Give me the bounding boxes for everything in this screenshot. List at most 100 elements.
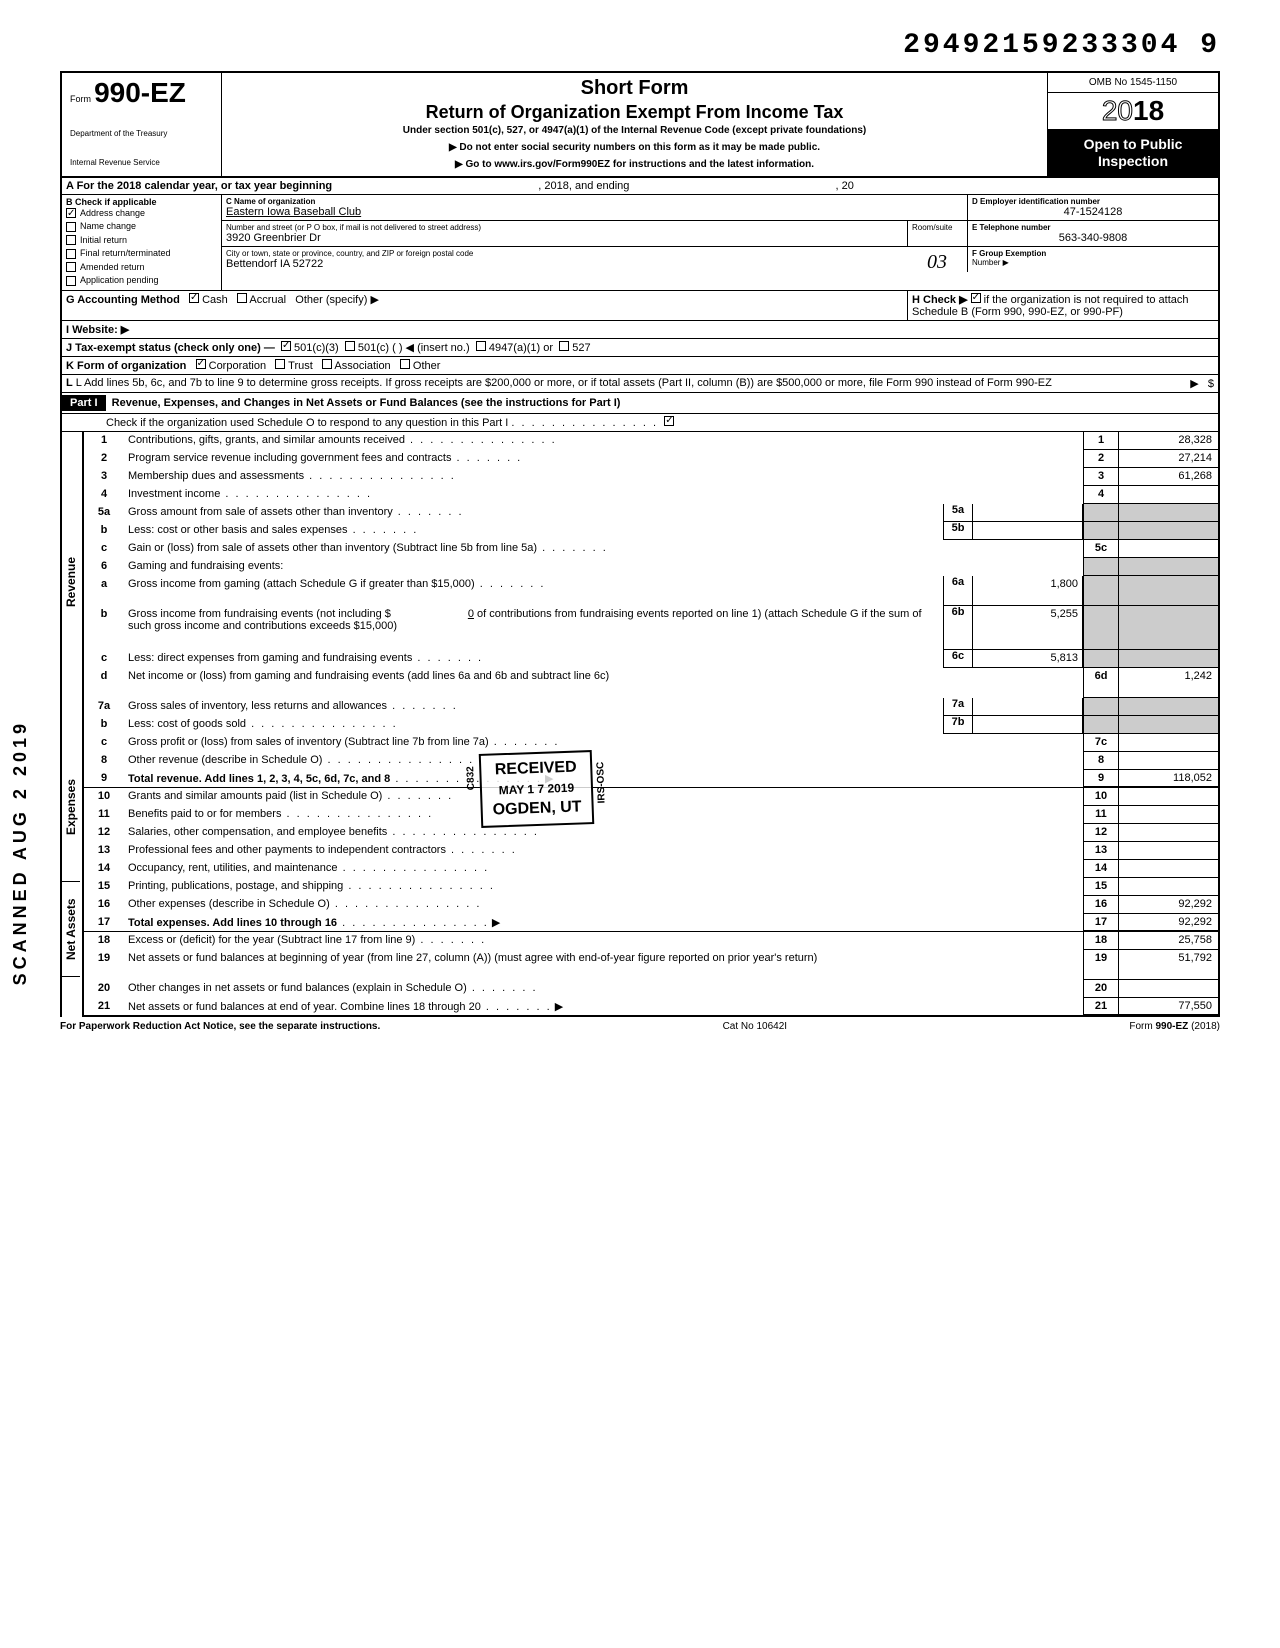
chk-4947[interactable] [476, 341, 486, 351]
l8-box: 8 [1083, 752, 1118, 770]
l7a-mid: 7a [943, 698, 973, 716]
l6b-mid: 6b [943, 606, 973, 650]
chk-cash[interactable] [189, 293, 199, 303]
l12-box: 12 [1083, 824, 1118, 842]
j-o4: 4947(a)(1) or [489, 342, 553, 354]
chk-final-return[interactable] [66, 249, 76, 259]
org-name: Eastern Iowa Baseball Club [226, 206, 963, 218]
revenue-label: Revenue [62, 432, 80, 732]
l12-desc: Salaries, other compensation, and employ… [124, 824, 1083, 842]
chk-trust[interactable] [275, 359, 285, 369]
l5a-desc: Gross amount from sale of assets other t… [124, 504, 943, 522]
k-assoc: Association [334, 360, 390, 372]
l19-num: 19 [84, 950, 124, 980]
chk-amended[interactable] [66, 262, 76, 272]
j-o1: 501(c)(3) [294, 342, 339, 354]
row-a-mid: , 2018, and ending [538, 180, 629, 192]
room-label: Room/suite [912, 223, 963, 232]
l7b-shv [1118, 716, 1218, 734]
l16-desc: Other expenses (describe in Schedule O) [124, 896, 1083, 914]
l5c-box: 5c [1083, 540, 1118, 558]
l6c-num: c [84, 650, 124, 668]
l6c-shv [1118, 650, 1218, 668]
chk-label-0: Address change [80, 207, 145, 221]
l7b-midval [973, 716, 1083, 734]
l16-box: 16 [1083, 896, 1118, 914]
chk-assoc[interactable] [322, 359, 332, 369]
l5a-sh [1083, 504, 1118, 522]
l9-box: 9 [1083, 770, 1118, 787]
l15-val [1118, 878, 1218, 896]
j-o3: ) ◀ (insert no.) [399, 342, 470, 354]
dept-treasury: Department of the Treasury [70, 129, 213, 138]
chk-corp[interactable] [196, 359, 206, 369]
l1-num: 1 [84, 432, 124, 450]
chk-accrual[interactable] [237, 293, 247, 303]
l11-desc: Benefits paid to or for members [124, 806, 1083, 824]
l6a-num: a [84, 576, 124, 606]
l6b-shv [1118, 606, 1218, 650]
street-address: 3920 Greenbrier Dr [226, 232, 903, 244]
l6b-sh [1083, 606, 1118, 650]
chk-initial-return[interactable] [66, 235, 76, 245]
block-d-label: D Employer identification number [972, 197, 1214, 206]
l7c-num: c [84, 734, 124, 752]
l1-desc: Contributions, gifts, grants, and simila… [124, 432, 1083, 450]
cash-label: Cash [202, 294, 228, 306]
l19-val: 51,792 [1118, 950, 1218, 980]
stamp-date: MAY 1 7 2019 [492, 780, 581, 797]
l18-num: 18 [84, 932, 124, 950]
l20-box: 20 [1083, 980, 1118, 998]
chk-label-1: Name change [80, 220, 136, 234]
form-prefix: Form [70, 94, 91, 104]
chk-501c[interactable] [345, 341, 355, 351]
open-to-public: Open to Public Inspection [1048, 130, 1218, 176]
part1-label: Part I [62, 395, 106, 411]
l10-val [1118, 788, 1218, 806]
row-a-section: A For the 2018 calendar year, or tax yea… [60, 178, 1220, 195]
l16-num: 16 [84, 896, 124, 914]
l21-val: 77,550 [1118, 998, 1218, 1015]
arrow-line-1: ▶ Do not enter social security numbers o… [230, 142, 1039, 153]
l6a-shv [1118, 576, 1218, 606]
blank-num [62, 414, 102, 431]
l5b-desc: Less: cost or other basis and sales expe… [124, 522, 943, 540]
main-title: Return of Organization Exempt From Incom… [230, 102, 1039, 123]
l6d-num: d [84, 668, 124, 698]
l15-num: 15 [84, 878, 124, 896]
lines-grid: Revenue Expenses Net Assets 1Contributio… [60, 432, 1220, 1017]
footer: For Paperwork Reduction Act Notice, see … [60, 1017, 1220, 1036]
chk-schedule-o[interactable] [664, 416, 674, 426]
chk-h[interactable] [971, 293, 981, 303]
chk-other[interactable] [400, 359, 410, 369]
chk-527[interactable] [559, 341, 569, 351]
l21-desc: Net assets or fund balances at end of ye… [124, 998, 1083, 1015]
stamp-ogden: OGDEN, UT [492, 798, 581, 819]
l5b-mid: 5b [943, 522, 973, 540]
chk-pending[interactable] [66, 276, 76, 286]
l6d-desc: Net income or (loss) from gaming and fun… [124, 668, 1083, 698]
chk-501c3[interactable] [281, 341, 291, 351]
l21-num: 21 [84, 998, 124, 1015]
l5c-desc: Gain or (loss) from sale of assets other… [124, 540, 1083, 558]
l5b-shv [1118, 522, 1218, 540]
l7c-box: 7c [1083, 734, 1118, 752]
l7a-desc: Gross sales of inventory, less returns a… [124, 698, 943, 716]
rows-g-l: G Accounting Method Cash Accrual Other (… [60, 291, 1220, 393]
l6d-val: 1,242 [1118, 668, 1218, 698]
right-header-box: OMB No 1545-1150 2018 Open to Public Ins… [1048, 73, 1218, 176]
l6-sh [1083, 558, 1118, 576]
l21-box: 21 [1083, 998, 1118, 1015]
l4-box: 4 [1083, 486, 1118, 504]
row-i: I Website: ▶ [66, 324, 129, 336]
l14-box: 14 [1083, 860, 1118, 878]
expenses-label: Expenses [62, 732, 80, 882]
l4-desc: Investment income [124, 486, 1083, 504]
row-j-label: J Tax-exempt status (check only one) — [66, 342, 275, 354]
chk-name-change[interactable] [66, 222, 76, 232]
row-l-dollar: $ [1208, 378, 1214, 390]
l2-val: 27,214 [1118, 450, 1218, 468]
l5c-val [1118, 540, 1218, 558]
chk-address-change[interactable] [66, 208, 76, 218]
l6a-mid: 6a [943, 576, 973, 606]
